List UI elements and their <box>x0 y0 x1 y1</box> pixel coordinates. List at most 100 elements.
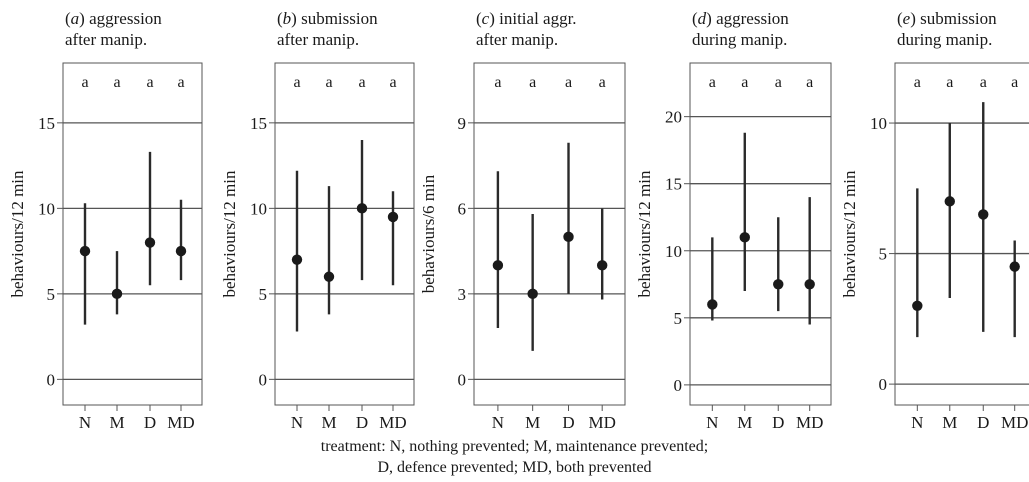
data-point-D <box>978 209 989 220</box>
x-tick-label-D: D <box>144 413 156 432</box>
group-letter-D: a <box>146 74 153 91</box>
y-tick-label-2: 10 <box>38 199 55 218</box>
group-letter-D: a <box>358 74 365 91</box>
panel-b: 0 5 10 15 behaviours/12 min (b) submission aft… <box>220 9 415 432</box>
group-letter-N: a <box>81 74 88 91</box>
panel-frame <box>894 62 1029 406</box>
y-tick-label-1: 5 <box>47 285 56 304</box>
x-tick-label-N: N <box>492 413 504 432</box>
data-point-MD <box>596 260 608 271</box>
y-tick-label-1: 5 <box>879 245 888 264</box>
panel-a: 0 5 10 15 behaviours/12 min (a) aggression aft… <box>8 9 203 432</box>
data-point-MD <box>175 245 187 257</box>
group-letter-MD: a <box>1011 74 1018 91</box>
y-axis-label: behaviours/6 min <box>419 174 438 293</box>
data-point-N <box>912 300 923 311</box>
panel-title-line-2: after manip. <box>476 30 558 49</box>
group-letter-N: a <box>709 74 716 91</box>
group-letter-N: a <box>914 74 921 91</box>
group-letter-MD: a <box>806 74 813 91</box>
x-tick-label-D: D <box>977 413 989 432</box>
group-letter-MD: a <box>389 74 396 91</box>
panel-title-line-1: (e) submission <box>897 9 997 28</box>
panel-frame <box>473 62 626 406</box>
data-point-N <box>707 299 718 310</box>
group-letter-D: a <box>565 74 572 91</box>
x-tick-label-M: M <box>942 413 957 432</box>
x-tick-label-D: D <box>356 413 368 432</box>
panel-title-line-1: (c) initial aggr. <box>476 9 577 28</box>
group-letter-D: a <box>980 74 987 91</box>
y-tick-label-3: 15 <box>250 114 267 133</box>
data-point-MD <box>804 279 815 290</box>
y-axis-label: behaviours/12 min <box>8 170 27 298</box>
group-letter-M: a <box>113 74 120 91</box>
data-point-D <box>144 237 156 248</box>
group-letter-MD: a <box>599 74 606 91</box>
panel-frame <box>689 62 832 406</box>
y-tick-label-2: 10 <box>250 199 267 218</box>
panel-frame <box>62 62 203 406</box>
group-letter-M: a <box>741 74 748 91</box>
y-tick-label-0: 0 <box>259 370 268 389</box>
y-tick-label-0: 0 <box>458 370 467 389</box>
panel-e: 0 5 10 behaviours/12 min (e) submission durin… <box>840 9 1029 432</box>
y-tick-label-1: 5 <box>259 285 268 304</box>
data-point-M <box>739 232 750 243</box>
y-tick-label-3: 9 <box>458 114 467 133</box>
group-letter-M: a <box>946 74 953 91</box>
group-letter-MD: a <box>177 74 184 91</box>
x-tick-label-N: N <box>911 413 923 432</box>
panel-title-line-2: after manip. <box>65 30 147 49</box>
group-letter-D: a <box>775 74 782 91</box>
y-tick-label-2: 6 <box>458 199 467 218</box>
panel-title-line-2: after manip. <box>277 30 359 49</box>
data-point-D <box>773 279 784 290</box>
x-tick-label-MD: MD <box>588 413 615 432</box>
x-axis-caption-line-1: treatment: N, nothing prevented; M, main… <box>320 438 709 455</box>
panel-title-line-1: (a) aggression <box>65 9 162 28</box>
x-tick-label-M: M <box>321 413 336 432</box>
panel-c: 0 3 6 9 behaviours/6 min (c) initial aggr. aft… <box>419 9 626 432</box>
y-tick-label-4: 20 <box>665 108 682 127</box>
y-axis-label: behaviours/12 min <box>840 170 859 298</box>
x-tick-label-N: N <box>79 413 91 432</box>
data-point-M <box>323 271 335 282</box>
y-tick-label-1: 3 <box>458 285 467 304</box>
y-tick-label-2: 10 <box>665 242 682 261</box>
y-axis-label: behaviours/12 min <box>220 170 239 298</box>
x-tick-label-M: M <box>109 413 124 432</box>
data-point-M <box>944 196 955 207</box>
data-point-D <box>563 231 574 243</box>
y-tick-label-2: 10 <box>870 114 887 133</box>
panel-title-line-2: during manip. <box>897 30 992 49</box>
x-tick-label-D: D <box>772 413 784 432</box>
y-tick-label-1: 5 <box>674 309 683 328</box>
group-letter-N: a <box>494 74 501 91</box>
x-tick-label-MD: MD <box>167 413 194 432</box>
x-tick-label-M: M <box>525 413 540 432</box>
group-letter-N: a <box>293 74 300 91</box>
panel-frame <box>274 62 415 406</box>
y-tick-label-3: 15 <box>38 114 55 133</box>
y-tick-label-0: 0 <box>879 375 888 394</box>
data-point-MD <box>387 211 399 223</box>
group-letter-M: a <box>325 74 332 91</box>
panel-title-line-1: (b) submission <box>277 9 378 28</box>
x-axis-caption-line-2: D, defence prevented; MD, both prevented <box>377 459 652 476</box>
panel-d: 0 5 10 15 20 behaviours/12 min (d) aggression d… <box>635 9 832 432</box>
data-point-MD <box>1009 261 1020 272</box>
data-point-D <box>356 203 368 214</box>
x-tick-label-N: N <box>706 413 718 432</box>
x-tick-label-D: D <box>562 413 574 432</box>
data-point-N <box>492 260 504 271</box>
y-tick-label-0: 0 <box>674 376 683 395</box>
panel-title-line-1: (d) aggression <box>692 9 789 28</box>
x-tick-label-MD: MD <box>1001 413 1028 432</box>
y-tick-label-0: 0 <box>47 370 56 389</box>
x-tick-label-MD: MD <box>379 413 406 432</box>
data-point-N <box>291 254 303 265</box>
x-tick-label-N: N <box>291 413 303 432</box>
data-point-N <box>79 245 91 257</box>
